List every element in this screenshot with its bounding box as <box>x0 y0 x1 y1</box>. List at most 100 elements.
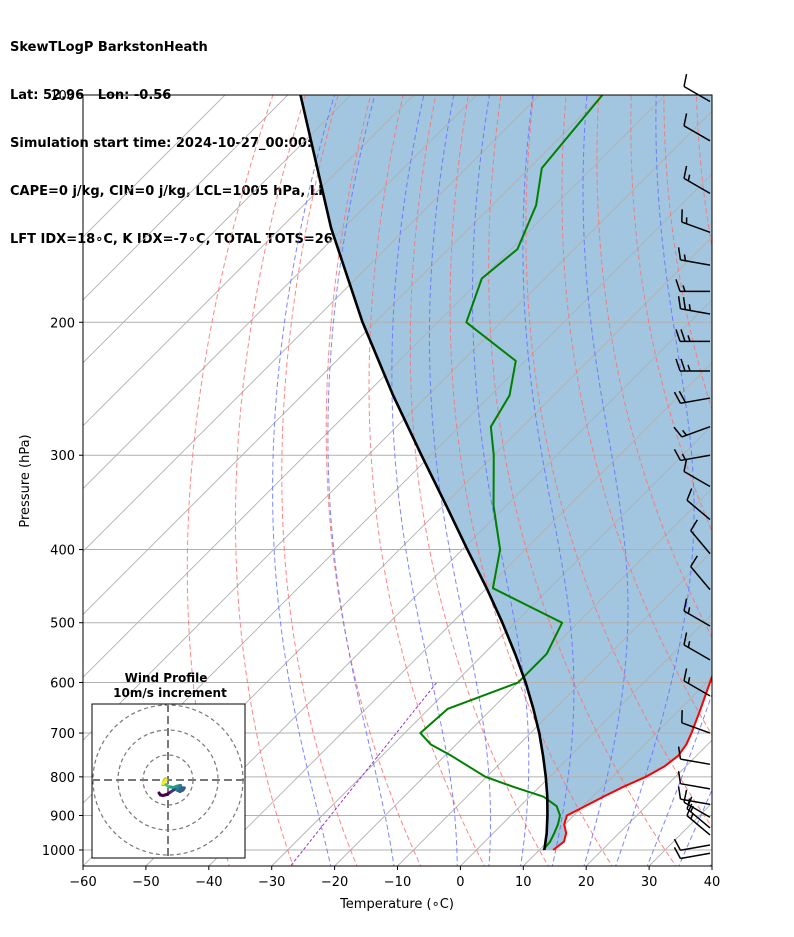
wind-barb-flag <box>677 247 682 261</box>
wind-barb <box>673 425 711 438</box>
moist-adiabat <box>709 861 712 866</box>
wind-barb-half <box>687 364 691 372</box>
wind-barb-half <box>683 254 687 261</box>
wind-barb-flag <box>686 488 693 501</box>
wind-barb <box>690 519 711 555</box>
isotherm-line <box>83 95 666 678</box>
wind-barb <box>683 632 711 661</box>
wind-barb-flag <box>677 771 682 784</box>
x-tick-label: −30 <box>258 875 285 890</box>
isotherm-line <box>83 95 226 238</box>
dewpoint-line <box>419 95 604 851</box>
wind-barb-flag <box>690 519 698 532</box>
x-tick-label: 0 <box>456 875 464 890</box>
wind-barb-flag <box>673 838 682 851</box>
wind-barb <box>675 329 710 343</box>
wind-barb-flag <box>683 789 688 803</box>
wind-barb-half <box>687 335 691 342</box>
wind-barb <box>681 710 711 734</box>
y-tick-label: 700 <box>50 727 75 742</box>
wind-barb <box>683 668 711 697</box>
moist-adiabat <box>472 95 530 866</box>
wind-barb <box>683 598 711 627</box>
y-tick-label: 400 <box>50 544 75 559</box>
wind-barbs <box>673 73 711 860</box>
wind-barb <box>686 803 711 836</box>
wind-barb-flag <box>683 598 688 612</box>
wind-barb-flag <box>682 297 687 310</box>
dry-adiabat <box>325 95 422 866</box>
y-tick-label: 1000 <box>42 844 75 859</box>
dry-adiabat <box>561 95 712 736</box>
x-tick-label: 20 <box>578 875 595 890</box>
wind-barb <box>673 448 711 462</box>
dry-adiabat <box>235 95 306 866</box>
dry-adiabat <box>281 95 358 866</box>
dry-adiabat <box>409 95 549 866</box>
hodograph-plot <box>92 704 245 858</box>
moist-adiabat <box>678 788 712 866</box>
wind-barb-flag <box>673 448 682 461</box>
wind-barb-flag <box>683 165 688 179</box>
wind-barb-flag <box>680 329 686 342</box>
wind-barb-half <box>690 812 694 820</box>
wind-barb-flag <box>675 329 681 342</box>
wind-barb-flag <box>683 668 688 682</box>
wind-barb <box>675 279 710 293</box>
axes: −60 −50 −40 −30 −20 −10 0 10 20 30 40 1000 900 800 700… <box>42 89 720 890</box>
wind-barb-staff <box>680 782 711 790</box>
wind-barb-staff <box>680 844 711 851</box>
isotherm-line <box>396 550 712 866</box>
wind-barb-flag <box>673 426 683 438</box>
wind-barb-flag <box>683 73 688 87</box>
x-tick-label: −20 <box>321 875 348 890</box>
wind-barb-half <box>687 641 691 648</box>
isotherm-line <box>83 95 604 616</box>
wind-barb <box>677 746 711 766</box>
wind-barb <box>677 296 711 315</box>
chart-title: SkewTLogP BarkstonHeath <box>10 40 208 55</box>
wind-barb-staff <box>680 798 711 806</box>
isotherm-line <box>83 95 415 427</box>
wind-barb-half <box>687 174 691 182</box>
wind-barb <box>690 555 711 591</box>
dry-adiabat <box>525 95 712 829</box>
isotherm-line <box>208 362 712 866</box>
wind-barb-flag <box>686 803 693 816</box>
y-tick-label: 600 <box>50 677 75 692</box>
hodograph-subtitle: 10m/s increment <box>113 686 227 700</box>
y-tick-label: 500 <box>50 617 75 632</box>
cape-cin-shade <box>300 95 712 851</box>
isotherm-line <box>83 95 541 553</box>
isotherm-line <box>522 676 712 866</box>
wind-barb-flag <box>683 632 688 646</box>
wind-barb-half <box>682 285 686 292</box>
wind-barb-staff <box>690 530 711 555</box>
wind-barb <box>683 458 711 488</box>
x-axis-label: Temperature (∘C) <box>339 897 454 912</box>
isotherm-line <box>459 613 712 866</box>
moist-adiabat <box>327 95 395 866</box>
y-tick-label: 900 <box>50 809 75 824</box>
dry-adiabat <box>596 95 712 639</box>
y-tick-label: 100 <box>50 89 75 104</box>
isotherm-line <box>772 78 794 869</box>
wind-barb-staff <box>683 85 711 103</box>
wind-barb-flag <box>680 358 686 372</box>
wind-barb-flag <box>678 390 687 403</box>
wind-barb-half <box>681 429 688 436</box>
wind-barb <box>683 113 711 142</box>
dry-adiabat <box>186 95 274 866</box>
wind-barb-flag <box>673 846 682 859</box>
wind-barb-staff <box>680 758 711 766</box>
isotherm-line <box>711 865 712 866</box>
x-tick-label: 10 <box>515 875 532 890</box>
isotherm-line <box>83 95 478 490</box>
moist-adiabat <box>428 95 492 866</box>
wind-barb-staff <box>680 852 711 860</box>
isotherm-line <box>271 425 712 866</box>
y-tick-label: 300 <box>50 449 75 464</box>
wind-barb-flag <box>675 279 681 292</box>
wind-barb-staff <box>686 499 711 521</box>
